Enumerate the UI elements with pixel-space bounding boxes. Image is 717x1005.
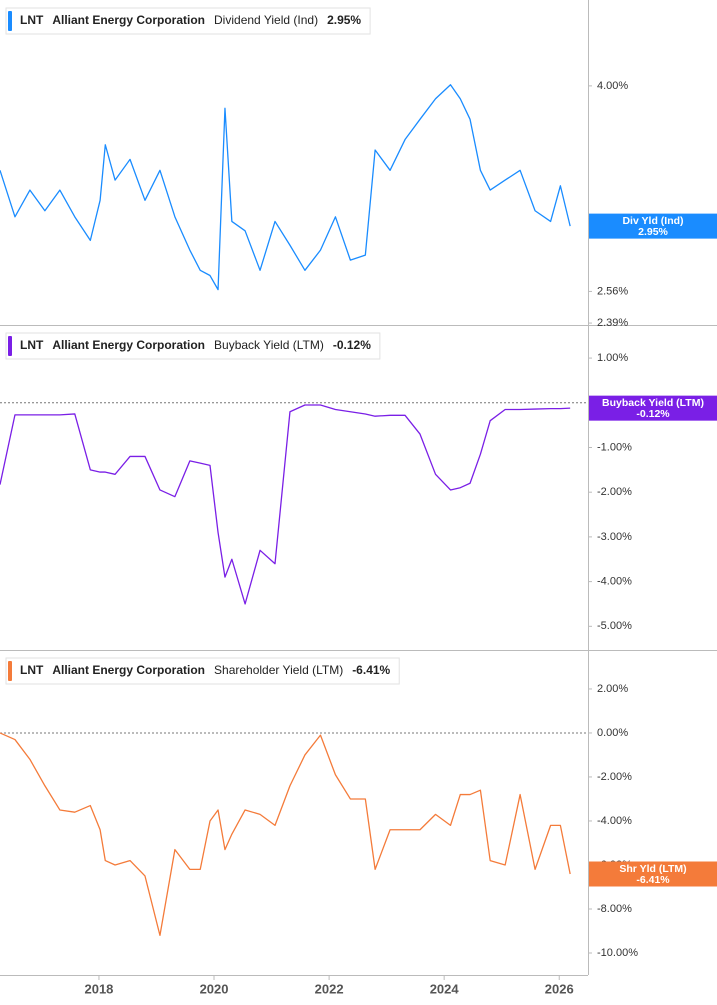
y-tick-label: 0.00%: [597, 727, 628, 739]
badge-value: 2.95%: [638, 226, 668, 238]
badge-label: Buyback Yield (LTM): [602, 397, 704, 409]
ticker: LNT: [20, 663, 44, 677]
y-tick-label: 2.39%: [597, 317, 628, 329]
legend-box: [5, 332, 381, 360]
last-value-badge: [589, 395, 717, 421]
x-tick-label: 2022: [315, 981, 344, 996]
company-name: Alliant Energy Corporation: [52, 663, 205, 677]
y-tick-label: -2.00%: [597, 486, 632, 498]
company-name: Alliant Energy Corporation: [52, 338, 205, 352]
x-tick-label: 2018: [84, 981, 113, 996]
badge-value: -6.41%: [636, 874, 670, 886]
ticker: LNT: [20, 338, 44, 352]
y-tick-label: 2.56%: [597, 285, 628, 297]
legend-entry: Shareholder Yield (LTM): [214, 663, 343, 677]
company-name: Alliant Energy Corporation: [52, 13, 205, 27]
y-tick-label: -5.00%: [597, 620, 632, 632]
last-value-badge: [589, 861, 717, 887]
legend-header: LNT Alliant Energy Corporation Buyback Yie…: [5, 332, 381, 360]
legend-header: LNT Alliant Energy Corporation Shareholder…: [5, 657, 400, 685]
legend-box: [5, 7, 371, 35]
y-tick-label: -8.00%: [597, 903, 632, 915]
x-tick-label: 2020: [200, 981, 229, 996]
y-tick-label: -2.00%: [597, 771, 632, 783]
current-value: -6.41%: [352, 663, 390, 677]
legend-entry: Dividend Yield (Ind): [214, 13, 318, 27]
series-line: [0, 732, 571, 937]
y-tick-label: -4.00%: [597, 815, 632, 827]
legend-swatch: [8, 336, 12, 356]
badge-value: -0.12%: [636, 408, 670, 420]
legend-swatch: [8, 661, 12, 681]
x-tick-label: 2026: [545, 981, 574, 996]
current-value: 2.95%: [327, 13, 361, 27]
series-line: [0, 84, 571, 291]
y-tick-label: -4.00%: [597, 576, 632, 588]
x-tick-label: 2024: [430, 981, 460, 996]
last-value-badge: [589, 213, 717, 239]
y-tick-label: 1.00%: [597, 352, 628, 364]
y-tick-label: -1.00%: [597, 441, 632, 453]
legend-header: LNT Alliant Energy Corporation Dividend Yi…: [5, 7, 371, 35]
y-tick-label: -3.00%: [597, 531, 632, 543]
badge-label: Div Yld (Ind): [622, 215, 683, 227]
current-value: -0.12%: [333, 338, 371, 352]
legend-entry: Buyback Yield (LTM): [214, 338, 324, 352]
y-tick-label: 2.00%: [597, 683, 628, 695]
ticker: LNT: [20, 13, 44, 27]
badge-label: Shr Yld (LTM): [619, 863, 686, 875]
legend-swatch: [8, 11, 12, 31]
series-line: [0, 404, 571, 605]
y-tick-label: -10.00%: [597, 947, 638, 959]
legend-box: [5, 657, 400, 685]
y-tick-label: 4.00%: [597, 80, 628, 92]
